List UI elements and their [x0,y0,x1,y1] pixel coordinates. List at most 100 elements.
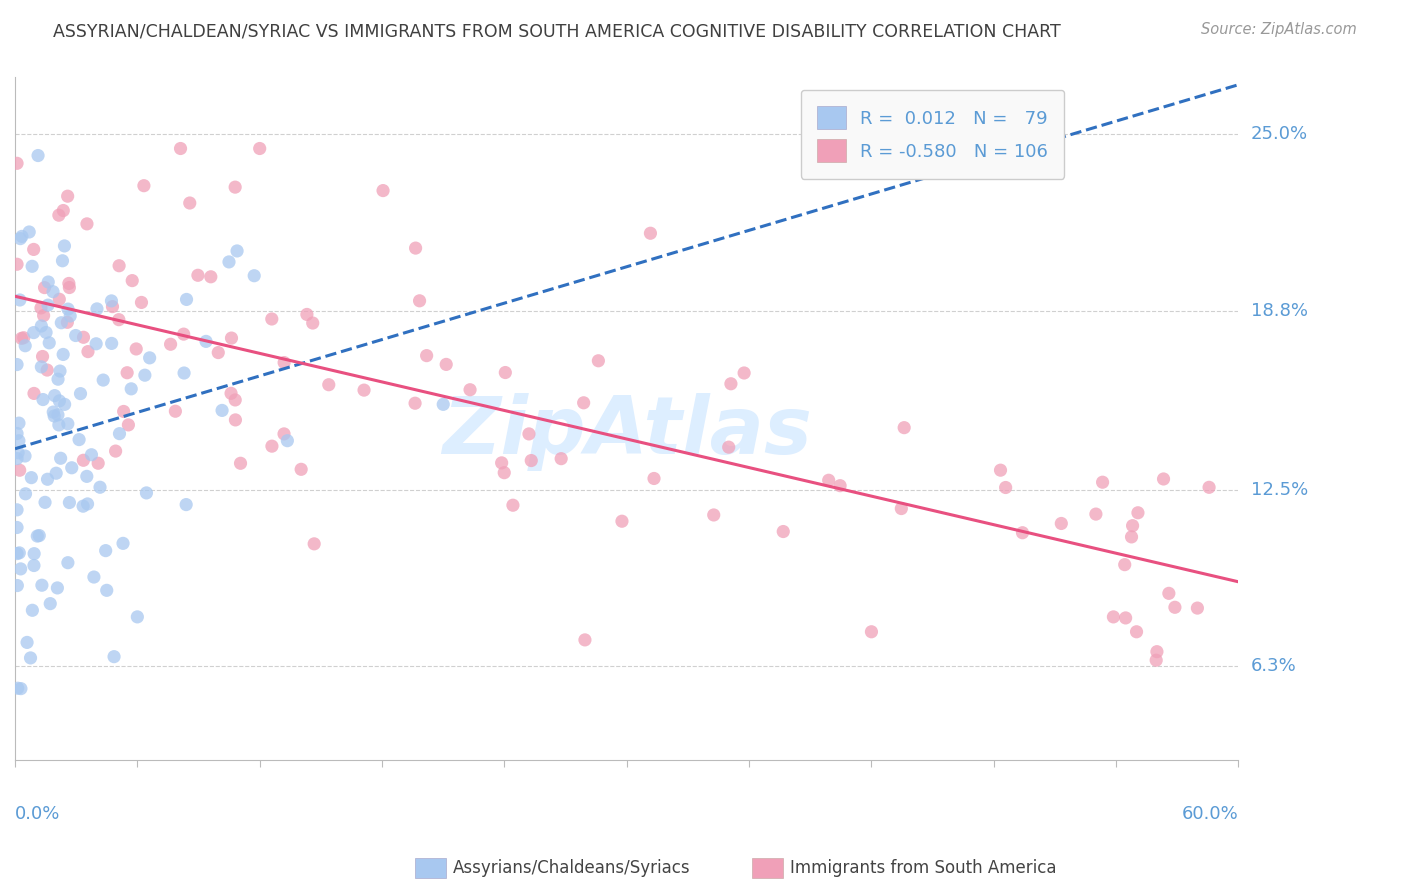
Point [44,409,66,423]
Text: 25.0%: 25.0% [1251,125,1308,144]
Point [44,389,66,403]
Point [134,368,156,383]
Point [176,293,198,307]
Point [224,413,246,427]
Point [51,253,73,268]
Point [37,275,59,289]
Text: 0.0%: 0.0% [15,805,60,823]
Point [772,524,794,539]
Point [34,495,56,509]
Point [302,537,325,551]
Point [37,298,59,312]
Text: Assyrians/Chaldeans/Syriacs: Assyrians/Chaldeans/Syriacs [453,859,690,877]
Point [46,372,69,386]
Point [76,217,98,231]
Point [1084,507,1107,521]
Point [117,417,139,432]
Point [76,469,98,483]
Point [8,463,31,477]
Point [276,434,298,448]
Point [1011,525,1033,540]
Point [1091,475,1114,490]
Point [6,156,28,170]
Point [8,546,31,560]
Point [243,268,266,283]
Point [53,239,76,253]
Point [48,393,70,408]
Point [860,624,883,639]
Point [173,327,195,342]
Point [1187,601,1209,615]
Point [890,501,912,516]
Point [502,498,524,512]
Point [37,363,59,377]
Point [520,453,543,467]
Point [138,351,160,365]
Point [58,280,80,294]
Point [112,536,135,550]
Text: 6.3%: 6.3% [1251,657,1296,675]
Point [173,366,195,380]
Point [31,350,53,364]
Point [42,405,65,419]
Point [20,470,42,484]
Point [221,331,243,345]
Point [94,543,117,558]
Point [159,337,181,351]
Text: ASSYRIAN/CHALDEAN/SYRIAC VS IMMIGRANTS FROM SOUTH AMERICA COGNITIVE DISABILITY C: ASSYRIAN/CHALDEAN/SYRIAC VS IMMIGRANTS F… [53,22,1062,40]
Point [60,460,83,475]
Point [72,453,94,467]
Point [69,386,91,401]
Point [56,315,79,329]
Point [101,300,124,314]
Point [100,293,122,308]
Point [7,416,30,430]
Point [77,344,100,359]
Point [131,295,153,310]
Point [72,499,94,513]
Point [30,359,52,374]
Text: 18.8%: 18.8% [1251,301,1308,319]
Point [6,358,28,372]
Point [15,635,38,649]
Point [195,334,218,349]
Point [6,257,28,271]
Point [56,302,79,317]
Point [733,366,755,380]
Point [14,449,37,463]
Point [86,301,108,316]
Point [224,392,246,407]
Point [295,308,318,322]
Point [6,578,28,592]
Point [112,404,135,418]
Point [290,462,312,476]
Point [10,331,32,345]
Point [22,386,45,401]
Point [218,255,240,269]
Legend: R =  0.012   N =   79, R = -0.580   N = 106: R = 0.012 N = 79, R = -0.580 N = 106 [800,90,1064,178]
Point [56,556,79,570]
Point [1153,472,1175,486]
Text: 12.5%: 12.5% [1251,481,1308,499]
Point [10,562,32,576]
Point [1146,645,1168,659]
Point [219,386,242,401]
Point [169,141,191,155]
Point [21,260,44,274]
Point [494,466,516,480]
Point [32,309,55,323]
Point [27,148,49,162]
Point [405,241,427,255]
Point [1198,480,1220,494]
Point [371,184,394,198]
Point [260,439,283,453]
Point [1164,600,1187,615]
Point [1102,610,1125,624]
Point [211,403,233,417]
Point [51,316,73,330]
Point [179,196,201,211]
Point [408,293,430,308]
Point [31,578,53,592]
Point [260,312,283,326]
Point [415,349,437,363]
